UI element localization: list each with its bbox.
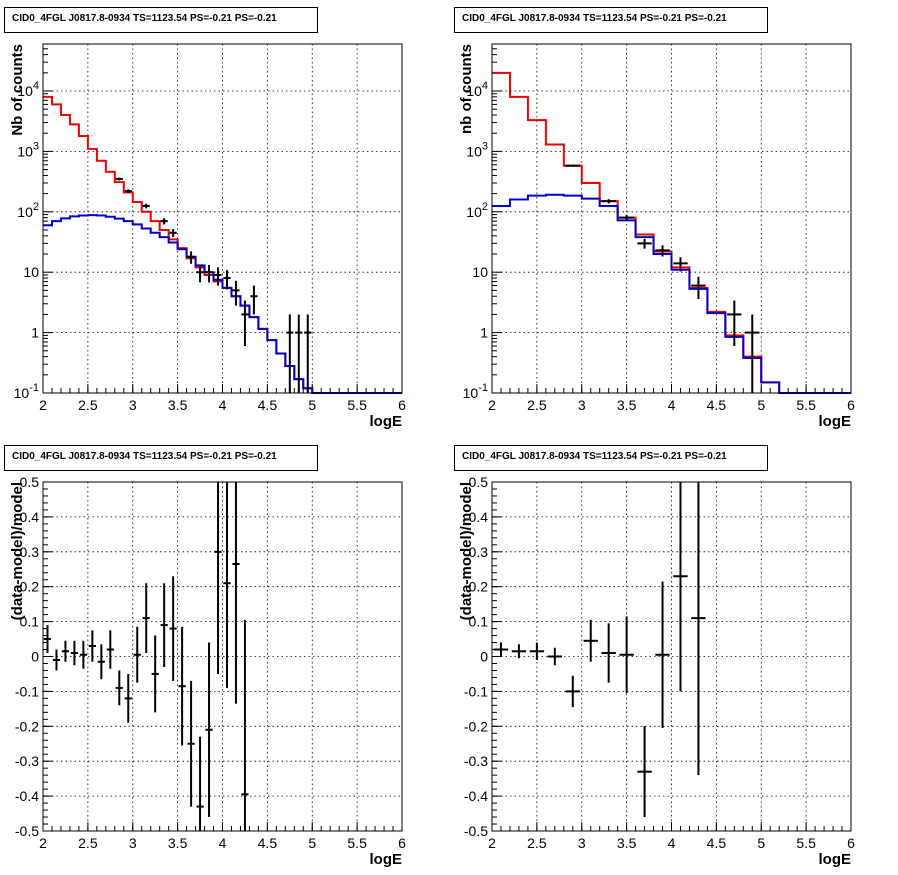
y-tick-label: -0.5 [464, 823, 488, 839]
y-tick-label: 0.3 [469, 544, 489, 560]
x-tick-label: 4.5 [258, 397, 278, 413]
x-tick-label: 3.5 [168, 397, 188, 413]
plot-frame [42, 43, 403, 394]
y-tick-label: 10-1 [463, 382, 488, 401]
y-axis-label: (data-model)/model [458, 482, 475, 620]
y-tick-label: 1 [480, 325, 488, 341]
x-tick-label: 6 [398, 397, 406, 413]
x-tick-label: 5 [757, 835, 765, 851]
x-tick-label: 5.5 [347, 397, 367, 413]
x-tick-label: 6 [847, 397, 855, 413]
y-tick-label: -0.4 [464, 788, 488, 804]
x-axis-label: logE [819, 413, 852, 430]
component-model-line [43, 214, 402, 394]
x-tick-label: 2 [488, 835, 496, 851]
x-tick-label: 4 [219, 835, 227, 851]
x-tick-label: 4 [219, 397, 227, 413]
chart-panel-4: 2 2.5 3 3.5 4 4.5 5 5.5 6 -0.5 -0.4 -0.3 -0.2 -0.1 0 0.… [458, 474, 855, 868]
x-tick-label: 5.5 [347, 835, 367, 851]
y-tick-label: 0.2 [469, 579, 489, 595]
y-tick-label: 0.2 [20, 579, 40, 595]
x-tick-label: 2.5 [78, 397, 98, 413]
y-tick-label: 104 [466, 80, 488, 99]
x-tick-label: 3.5 [617, 397, 637, 413]
x-tick-label: 5 [757, 397, 765, 413]
y-tick-label: 0 [31, 649, 39, 665]
chart-panel-3: 2 2.5 3 3.5 4 4.5 5 5.5 6 -0.5 -0.4 -0.3 -0.2 -0.1 0 0.… [9, 474, 406, 868]
x-tick-label: 5.5 [796, 397, 816, 413]
y-tick-label: 102 [466, 201, 488, 220]
y-tick-label: 0.4 [20, 509, 40, 525]
x-tick-label: 3.5 [617, 835, 637, 851]
x-axis-label: logE [370, 851, 403, 868]
y-tick-label: -0.5 [15, 823, 39, 839]
y-axis-label: Nb of counts [9, 44, 26, 136]
y-tick-label: -0.4 [15, 788, 39, 804]
chart-title-2: CID0_4FGL J0817.8-0934 TS=1123.54 PS=-0.… [454, 7, 768, 33]
y-tick-label: -0.2 [15, 718, 39, 734]
y-tick-label: -0.1 [464, 683, 488, 699]
x-tick-label: 3 [129, 397, 137, 413]
y-tick-label: 102 [17, 201, 39, 220]
y-tick-label: 103 [466, 140, 488, 159]
y-tick-label: 10 [472, 264, 488, 280]
plot-frame [491, 481, 852, 832]
y-tick-label: 0.5 [469, 474, 489, 490]
y-tick-label: 10-1 [14, 382, 39, 401]
x-tick-label: 4 [668, 835, 676, 851]
x-tick-label: 6 [398, 835, 406, 851]
chart-title-4: CID0_4FGL J0817.8-0934 TS=1123.54 PS=-0.… [454, 445, 768, 471]
x-tick-label: 2 [39, 397, 47, 413]
y-tick-label: -0.1 [15, 683, 39, 699]
y-axis-label: (data-model)/model [9, 482, 26, 620]
total-model-line [43, 95, 402, 394]
x-tick-label: 3 [129, 835, 137, 851]
chart-panel-1: 2 2.5 3 3.5 4 4.5 5 5.5 6 10-1 1 10 102 103 104 logE Nb … [9, 43, 406, 430]
y-tick-label: 0.3 [20, 544, 40, 560]
chart-panel-2: 2 2.5 3 3.5 4 4.5 5 5.5 6 10-1 1 10 102 103 104 logE nb … [458, 43, 855, 430]
plot-frame [42, 481, 403, 832]
x-tick-label: 6 [847, 835, 855, 851]
chart-title-1: CID0_4FGL J0817.8-0934 TS=1123.54 PS=-0.… [4, 7, 318, 33]
x-tick-label: 3 [578, 835, 586, 851]
x-tick-label: 4.5 [707, 397, 727, 413]
x-tick-label: 2 [488, 397, 496, 413]
x-tick-label: 5 [308, 835, 316, 851]
x-tick-label: 3.5 [168, 835, 188, 851]
x-tick-label: 4.5 [258, 835, 278, 851]
plot-frame [491, 43, 852, 394]
y-tick-label: 0.1 [469, 614, 489, 630]
y-axis-label: nb of counts [458, 44, 475, 134]
y-tick-label: 0.5 [20, 474, 40, 490]
chart-title-3: CID0_4FGL J0817.8-0934 TS=1123.54 PS=-0.… [4, 445, 318, 471]
y-tick-label: 0 [480, 649, 488, 665]
component-model-line [492, 193, 851, 394]
x-tick-label: 2.5 [78, 835, 98, 851]
y-tick-label: -0.3 [464, 753, 488, 769]
y-tick-label: 103 [17, 140, 39, 159]
y-tick-label: 0.4 [469, 509, 489, 525]
x-tick-label: 4.5 [707, 835, 727, 851]
y-tick-label: 0.1 [20, 614, 40, 630]
x-tick-label: 4 [668, 397, 676, 413]
x-axis-label: logE [370, 413, 403, 430]
x-tick-label: 5.5 [796, 835, 816, 851]
x-tick-label: 2.5 [527, 835, 547, 851]
y-tick-label: 104 [17, 80, 39, 99]
y-tick-label: -0.2 [464, 718, 488, 734]
x-tick-label: 3 [578, 397, 586, 413]
x-tick-label: 2.5 [527, 397, 547, 413]
x-axis-label: logE [819, 851, 852, 868]
y-tick-label: 1 [31, 325, 39, 341]
y-tick-label: -0.3 [15, 753, 39, 769]
x-tick-label: 5 [308, 397, 316, 413]
x-tick-label: 2 [39, 835, 47, 851]
y-tick-label: 10 [23, 264, 39, 280]
